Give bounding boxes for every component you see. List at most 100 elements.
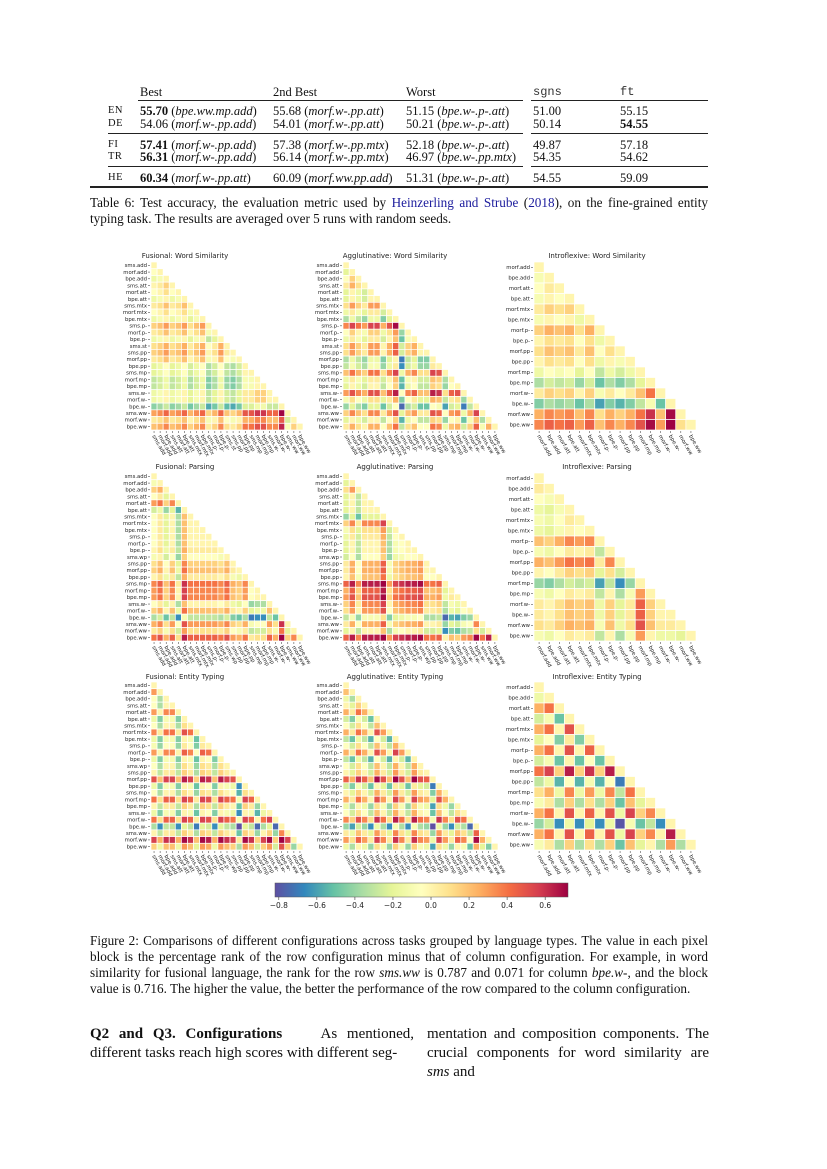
row-label: morf.mtx [506,518,530,524]
column-header: Best [140,85,163,99]
heatmap-cell [553,734,565,746]
table-cell-ft: 54.55 [620,117,649,131]
heatmap-cell [150,715,158,723]
citation-link[interactable]: Heinzerling and Strube [391,195,519,210]
heatmap-cell [379,586,387,595]
heatmap-cell [379,539,387,548]
row-label: bpe.pp [321,575,340,581]
heatmap-cell [342,755,350,763]
heatmap-cell [564,356,575,368]
row-label: sms.pp [128,562,148,568]
heatmap-cell [342,382,350,391]
paren: ) [384,150,389,164]
heatmap-cell [441,795,449,804]
heatmap-cell [290,416,298,424]
heatmap-cell [543,504,555,516]
heatmap-cell [168,322,176,330]
heatmap-cell [404,539,412,548]
heatmap-cell [199,742,207,750]
heatmap-cell [379,620,387,628]
heatmap-cell [355,593,362,602]
heatmap-cell [379,375,387,384]
heatmap-cell [187,593,194,602]
heatmap-cell [645,619,656,631]
row-label: sms.w- [128,811,147,817]
heatmap-cell [156,492,164,501]
row-label: bpe.pp [321,784,340,790]
heatmap-cell [150,580,158,588]
heatmap-cell [168,769,176,777]
heatmap-cell [441,402,449,411]
caption-text: , and the block value is 0.716. The high… [90,965,708,996]
heatmap-cell [404,633,412,642]
heatmap-cell [150,708,158,716]
heatmap-cell [435,375,443,384]
heatmap-cell [156,802,164,811]
heatmap-cell [472,822,480,831]
heatmap-cell [355,566,362,575]
heatmap-cell [217,613,225,622]
heatmap-cell [181,836,188,844]
heatmap-cell [193,775,200,784]
heatmap-cell [355,519,362,528]
heatmap-cell [181,842,188,851]
citation-year-link[interactable]: 2018 [528,195,555,210]
heatmap-cell [162,593,170,602]
heatmap-cell [543,755,555,767]
heatmap-cell [441,416,449,424]
heatmap-cell [199,627,207,635]
heatmap-cell [150,402,158,411]
heatmap-cell [211,782,219,790]
heatmap-cell [479,416,486,424]
heatmap-cell [247,402,255,411]
heatmap-cell [193,362,200,370]
heatmap-cell [584,609,596,621]
heatmap-cell [574,567,585,579]
heatmap-cell [229,396,237,404]
heatmap-cell [211,342,219,350]
row-label: bpe.p- [513,339,530,345]
heatmap-cell [466,822,474,831]
heatmap-cell [199,533,207,541]
heatmap-cell [614,765,626,777]
heatmap-cell [348,349,356,357]
heatmap-cell [665,398,677,410]
heatmap-cell [199,382,207,391]
heatmap-cell [460,633,468,642]
heatmap-cell [205,627,213,635]
heatmap-cell [241,607,249,615]
config-name: morf.w-.pp.att [175,171,247,185]
heatmap-cell [553,567,565,579]
heatmap-cell [574,776,585,788]
heatmap-cell [211,335,219,343]
heatmap-cell [342,492,350,501]
heatmap-cell [361,546,369,554]
heatmap-cell [168,842,176,851]
heatmap-cell [223,593,231,602]
heatmap-cell [229,842,237,851]
heatmap-cell [429,355,437,364]
heatmap-cell [533,525,545,537]
heatmap-cell [187,742,194,750]
heatmap-cell [205,762,213,770]
heatmap-cell [466,633,474,642]
heatmap-cell [168,281,176,290]
row-label: morf.ww [317,629,340,635]
heatmap-cell [404,586,412,595]
heatmap-cell [223,342,231,350]
heatmap-cell [217,829,225,837]
heatmap-cell [217,593,225,602]
row-label: sms.add [125,683,147,689]
heatmap-cell [367,627,375,635]
heatmap-cell [187,416,194,424]
heatmap-cell [423,836,431,844]
heatmap-cell [229,586,237,595]
heatmap-cell [199,613,207,622]
heatmap-cell [193,735,200,743]
heatmap-cell [645,839,656,851]
heatmap-cell [553,577,565,589]
heatmap-cell [199,842,207,851]
heatmap-cell [373,795,381,804]
row-label: bpe.att [511,508,530,514]
heatmap-cell [162,600,170,608]
